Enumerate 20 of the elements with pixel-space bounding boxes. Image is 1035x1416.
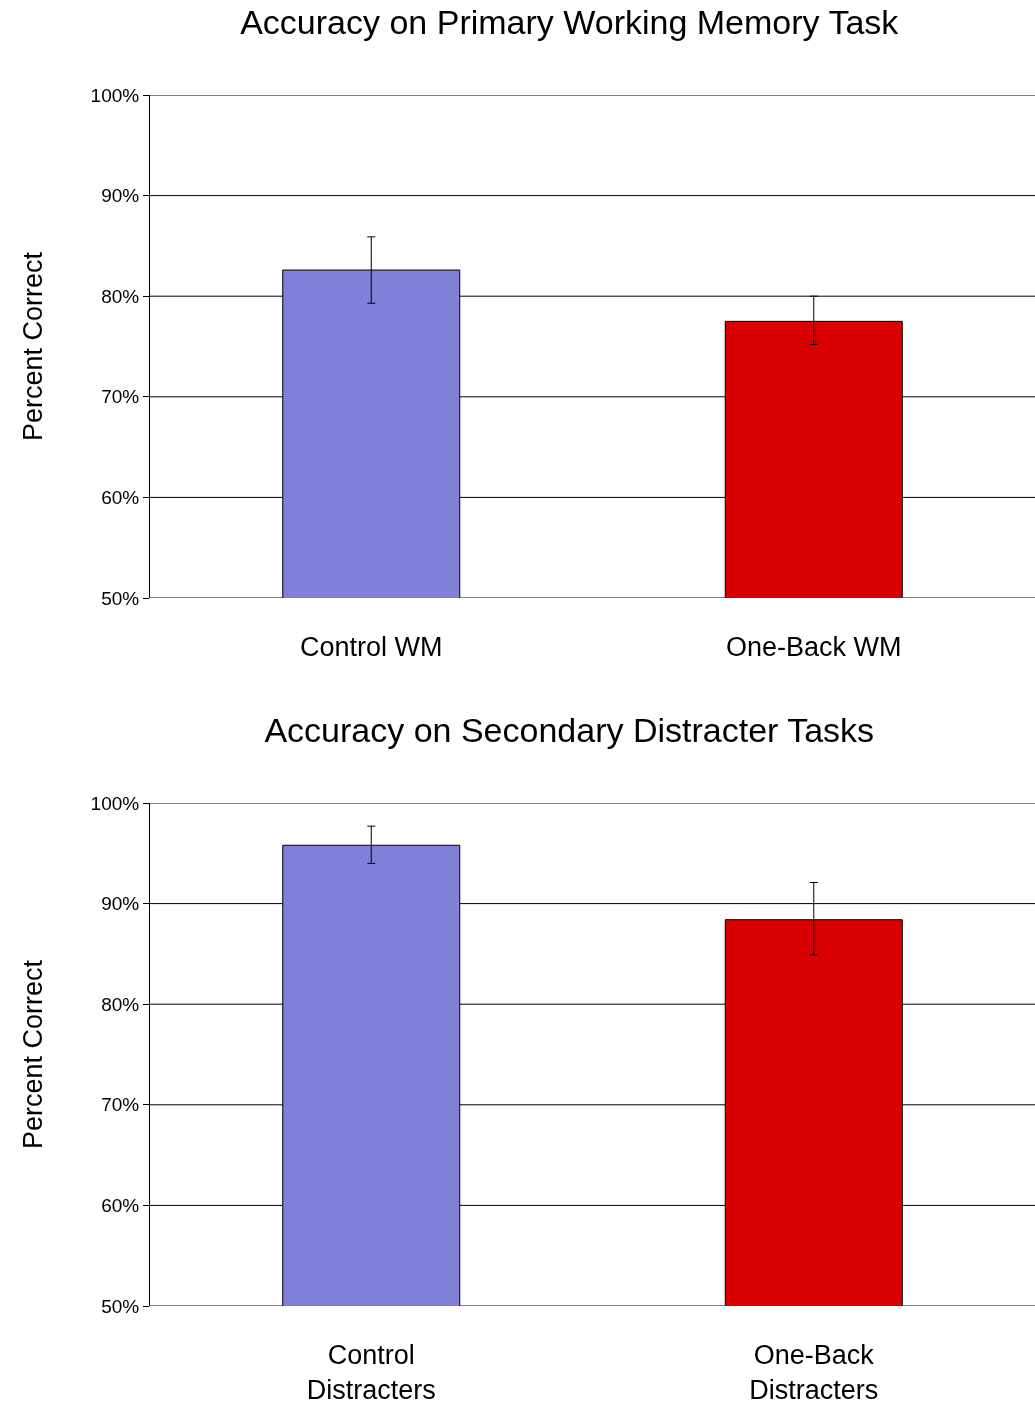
x-tick-label: One-Back Distracters [749, 1340, 879, 1406]
y-axis-title: Percent Correct [17, 959, 48, 1150]
y-tick-label: 60% [101, 487, 140, 509]
y-tick-label: 70% [101, 1094, 140, 1116]
y-tick-label: 70% [101, 386, 140, 408]
y-axis-title: Percent Correct [17, 251, 48, 442]
x-tick-label: Control Distracters [306, 1340, 436, 1406]
y-tick-label: 50% [101, 1295, 140, 1317]
y-tick-label: 100% [90, 792, 140, 814]
x-tick-label: One-Back WM [725, 632, 902, 662]
chart-title: Accuracy on Primary Working Memory Task [240, 3, 900, 42]
y-tick-label: 50% [101, 587, 140, 609]
y-tick-label: 80% [101, 993, 140, 1015]
y-tick-label: 100% [90, 84, 140, 106]
x-tick-label: Control WM [299, 632, 443, 662]
y-tick-label: 90% [101, 893, 140, 915]
y-tick-label: 60% [101, 1195, 140, 1217]
y-tick-label: 90% [101, 185, 140, 207]
y-tick-label: 80% [101, 285, 140, 307]
chart-title: Accuracy on Secondary Distracter Tasks [264, 711, 875, 750]
